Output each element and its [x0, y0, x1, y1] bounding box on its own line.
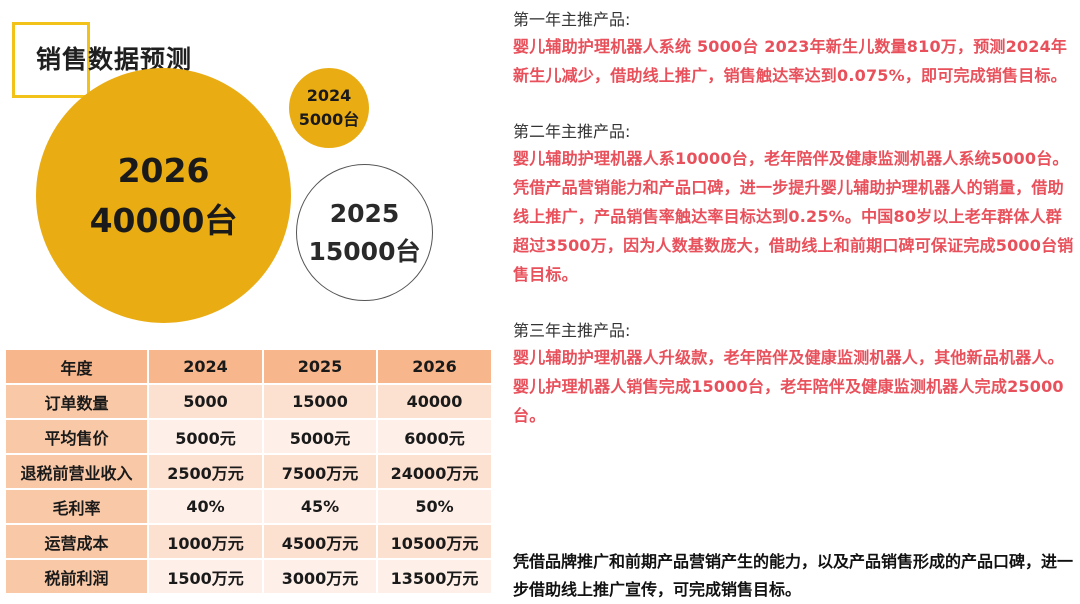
year2-body: 婴儿辅助护理机器人系10000台，老年陪伴及健康监测机器人系统5000台。 凭借… — [513, 144, 1075, 289]
table-cell: 4500万元 — [262, 523, 378, 560]
year1-section: 第一年主推产品: 婴儿辅助护理机器人系统 5000台 2023年新生儿数量810… — [513, 8, 1075, 90]
row-label: 毛利率 — [4, 488, 149, 525]
bubble-2024: 2024 5000台 — [289, 68, 369, 148]
bubble-2026: 2026 40000台 — [36, 68, 291, 323]
table-cell: 40% — [147, 488, 264, 525]
table-cell: 1500万元 — [147, 558, 264, 595]
year3-section: 第三年主推产品: 婴儿辅助护理机器人升级款，老年陪伴及健康监测机器人，其他新品机… — [513, 319, 1075, 430]
table-row: 税前利润 1500万元 3000万元 13500万元 — [4, 558, 493, 595]
year2-paragraph: 凭借产品营销能力和产品口碑，进一步提升婴儿辅助护理机器人的销量，借助线上推广，产… — [513, 178, 1074, 284]
year2-paragraph: 婴儿辅助护理机器人系10000台，老年陪伴及健康监测机器人系统5000台。 — [513, 149, 1069, 168]
product-plan: 第一年主推产品: 婴儿辅助护理机器人系统 5000台 2023年新生儿数量810… — [513, 8, 1075, 430]
table-cell: 24000万元 — [376, 453, 493, 490]
bubble-2024-year: 2024 — [306, 86, 352, 105]
row-label: 运营成本 — [4, 523, 149, 560]
row-label: 订单数量 — [4, 383, 149, 420]
table-cell: 1000万元 — [147, 523, 264, 560]
bubble-2025-qty: 15000台 — [308, 236, 421, 266]
header-cell: 年度 — [4, 348, 149, 385]
table-row: 平均售价 5000元 5000元 6000元 — [4, 418, 493, 455]
table-cell: 40000 — [376, 383, 493, 420]
table-cell: 3000万元 — [262, 558, 378, 595]
table-cell: 10500万元 — [376, 523, 493, 560]
bubble-2024-qty: 5000台 — [298, 110, 360, 129]
table-cell: 6000元 — [376, 418, 493, 455]
table-header-row: 年度 2024 2025 2026 — [4, 348, 493, 385]
header-cell: 2024 — [147, 348, 264, 385]
year2-section: 第二年主推产品: 婴儿辅助护理机器人系10000台，老年陪伴及健康监测机器人系统… — [513, 120, 1075, 289]
bubble-2025-year: 2025 — [329, 198, 400, 228]
row-label: 平均售价 — [4, 418, 149, 455]
header-cell: 2026 — [376, 348, 493, 385]
table-cell: 15000 — [262, 383, 378, 420]
year1-heading: 第一年主推产品: — [513, 10, 631, 29]
forecast-table: 年度 2024 2025 2026 订单数量 5000 15000 40000 … — [4, 348, 493, 595]
table-cell: 5000 — [147, 383, 264, 420]
year1-paragraph: 婴儿辅助护理机器人系统 5000台 2023年新生儿数量810万，预测2024年… — [513, 37, 1068, 85]
table-cell: 50% — [376, 488, 493, 525]
table-cell: 2500万元 — [147, 453, 264, 490]
row-label: 税前利润 — [4, 558, 149, 595]
summary-text: 凭借品牌推广和前期产品营销产生的能力，以及产品销售形成的产品口碑，进一步借助线上… — [513, 552, 1074, 599]
year1-body: 婴儿辅助护理机器人系统 5000台 2023年新生儿数量810万，预测2024年… — [513, 32, 1075, 90]
table-cell: 45% — [262, 488, 378, 525]
bubble-2026-qty: 40000台 — [89, 200, 238, 240]
year3-paragraph: 婴儿辅助护理机器人升级款，老年陪伴及健康监测机器人，其他新品机器人。 — [513, 348, 1064, 367]
table-row: 毛利率 40% 45% 50% — [4, 488, 493, 525]
header-cell: 2025 — [262, 348, 378, 385]
year3-paragraph: 婴儿护理机器人销售完成15000台，老年陪伴及健康监测机器人完成25000台。 — [513, 377, 1064, 425]
year3-body: 婴儿辅助护理机器人升级款，老年陪伴及健康监测机器人，其他新品机器人。 婴儿护理机… — [513, 343, 1075, 430]
bubble-2026-year: 2026 — [117, 150, 210, 190]
table-cell: 13500万元 — [376, 558, 493, 595]
table-row: 退税前营业收入 2500万元 7500万元 24000万元 — [4, 453, 493, 490]
table-cell: 5000元 — [147, 418, 264, 455]
table-row: 订单数量 5000 15000 40000 — [4, 383, 493, 420]
year3-heading: 第三年主推产品: — [513, 321, 631, 340]
year2-heading: 第二年主推产品: — [513, 122, 631, 141]
table-row: 运营成本 1000万元 4500万元 10500万元 — [4, 523, 493, 560]
title-accent-box — [12, 22, 90, 98]
table-cell: 7500万元 — [262, 453, 378, 490]
table-cell: 5000元 — [262, 418, 378, 455]
bubble-2025: 2025 15000台 — [296, 164, 433, 301]
row-label: 退税前营业收入 — [4, 453, 149, 490]
